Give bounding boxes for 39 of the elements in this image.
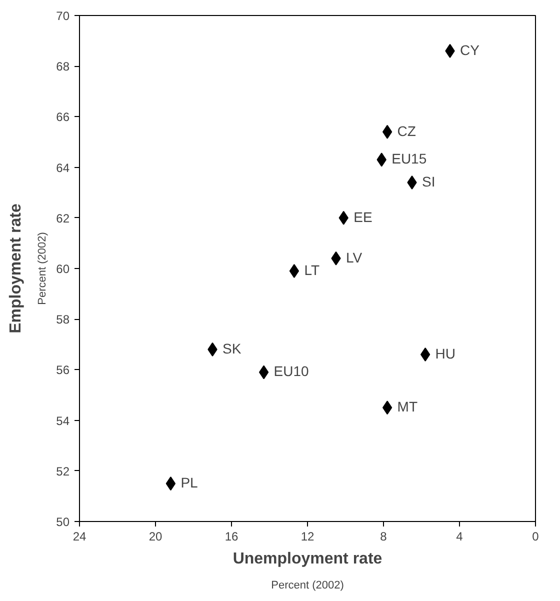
y-tick-label: 58 xyxy=(56,312,70,327)
x-tick-label: 24 xyxy=(72,530,86,544)
annotation: LT xyxy=(304,262,320,278)
x-tick-label: 20 xyxy=(148,530,162,544)
annotation: HU xyxy=(435,346,456,362)
x-axis-title: Unemployment rate Percent (2002) xyxy=(232,550,382,592)
annotation: LV xyxy=(346,249,363,266)
x-tick-label: 4 xyxy=(456,530,464,544)
y-tick-label: 64 xyxy=(56,160,70,175)
point xyxy=(289,264,300,278)
text: Percent (2002) xyxy=(36,232,48,305)
point xyxy=(420,348,430,362)
y-tick-label: 54 xyxy=(56,414,70,428)
y-tick-label: 66 xyxy=(56,110,70,124)
annotation: EU15 xyxy=(392,150,427,167)
y-tick-label: 70 xyxy=(56,9,70,23)
annotation: SI xyxy=(422,173,436,190)
y-axis-title: Employment rate xyxy=(8,203,24,334)
point xyxy=(382,400,392,415)
y-tick-label: 62 xyxy=(56,211,70,226)
annotation: EU10 xyxy=(274,363,310,380)
point xyxy=(382,124,392,139)
annotation: CZ xyxy=(397,122,416,139)
y-tick-label: 56 xyxy=(56,363,70,378)
x-tick-label: 0 xyxy=(532,530,540,544)
annotation: MT xyxy=(397,398,418,415)
y-tick-label: 60 xyxy=(56,262,70,276)
point xyxy=(258,365,269,380)
y-tick-label: 50 xyxy=(56,515,70,529)
annotation: SK xyxy=(222,340,242,356)
annotation: CY xyxy=(460,42,480,58)
annotation: EE xyxy=(354,208,372,225)
y-tick-label: 52 xyxy=(56,464,70,478)
x-tick-label: 16 xyxy=(224,530,238,544)
annotation: PL xyxy=(180,474,198,491)
x-tick-label: 12 xyxy=(300,530,314,544)
y-tick-label: 68 xyxy=(56,60,70,74)
x-tick-label: 8 xyxy=(380,530,388,544)
point xyxy=(166,476,176,491)
